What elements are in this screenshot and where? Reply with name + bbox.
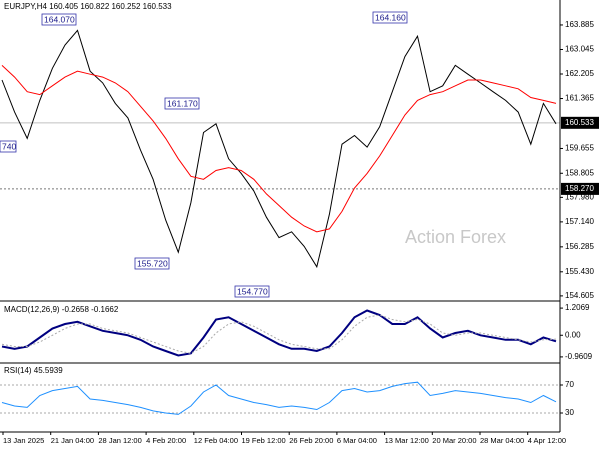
series-line — [1, 381, 557, 415]
x-tick-label: 28 Jan 12:00 — [98, 436, 141, 445]
y-tick-label: 154.605 — [565, 291, 594, 300]
x-tick-label: 12 Feb 04:00 — [194, 436, 238, 445]
annotation: 155.720 — [137, 258, 168, 268]
annotation-box — [372, 11, 408, 24]
y-tick-label: 155.430 — [565, 267, 594, 276]
current-price-label: 160.533 — [565, 118, 594, 127]
x-tick-label: 20 Mar 20:00 — [432, 436, 476, 445]
y-tick-label: 159.655 — [565, 144, 594, 153]
annotation-box — [41, 13, 77, 26]
series-line — [1, 65, 557, 233]
panel-title: RSI(14) 45.5939 — [4, 366, 63, 375]
x-tick-label: 4 Apr 12:00 — [528, 436, 566, 445]
x-tick-label: 28 Mar 04:00 — [480, 436, 524, 445]
annotation-box — [164, 97, 200, 110]
y-tick-label: 161.365 — [565, 94, 594, 103]
y-tick-label: 30 — [565, 408, 574, 417]
level-label: 158.270 — [565, 184, 594, 193]
y-tick-label: 0.00 — [565, 330, 581, 339]
x-tick-label: 13 Jan 2025 — [3, 436, 44, 445]
panel-title: EURJPY,H4 160.405 160.822 160.252 160.53… — [4, 2, 172, 11]
annotation: 164.160 — [375, 12, 406, 22]
annotation: 161.170 — [167, 98, 198, 108]
y-tick-label: 157.980 — [565, 192, 594, 201]
series-line — [1, 309, 557, 357]
y-tick-label: 163.045 — [565, 45, 594, 54]
annotation-box — [0, 140, 17, 153]
x-tick-label: 21 Jan 04:00 — [51, 436, 94, 445]
series-line — [1, 314, 557, 354]
y-tick-label: -0.9609 — [565, 352, 593, 361]
x-tick-label: 4 Feb 20:00 — [146, 436, 186, 445]
y-tick-label: 158.805 — [565, 168, 594, 177]
current-price-box — [561, 116, 599, 129]
annotation: 154.770 — [237, 286, 268, 296]
x-tick-label: 19 Feb 12:00 — [242, 436, 286, 445]
y-tick-label: 162.205 — [565, 69, 594, 78]
annotation-box — [234, 285, 270, 298]
level-box — [561, 182, 599, 195]
annotation: 740 — [2, 141, 16, 151]
y-tick-label: 1.2069 — [565, 303, 590, 312]
y-tick-label: 70 — [565, 380, 574, 389]
panel-title: MACD(12,26,9) -0.2658 -0.1662 — [4, 305, 119, 314]
watermark: Action Forex — [405, 227, 506, 247]
x-tick-label: 26 Feb 20:00 — [289, 436, 333, 445]
x-tick-label: 6 Mar 04:00 — [337, 436, 377, 445]
y-tick-label: 163.885 — [565, 20, 594, 29]
annotation-box — [134, 257, 170, 270]
x-tick-label: 13 Mar 12:00 — [385, 436, 429, 445]
y-tick-label: 156.285 — [565, 242, 594, 251]
annotation: 164.070 — [44, 14, 75, 24]
y-tick-label: 157.140 — [565, 217, 594, 226]
